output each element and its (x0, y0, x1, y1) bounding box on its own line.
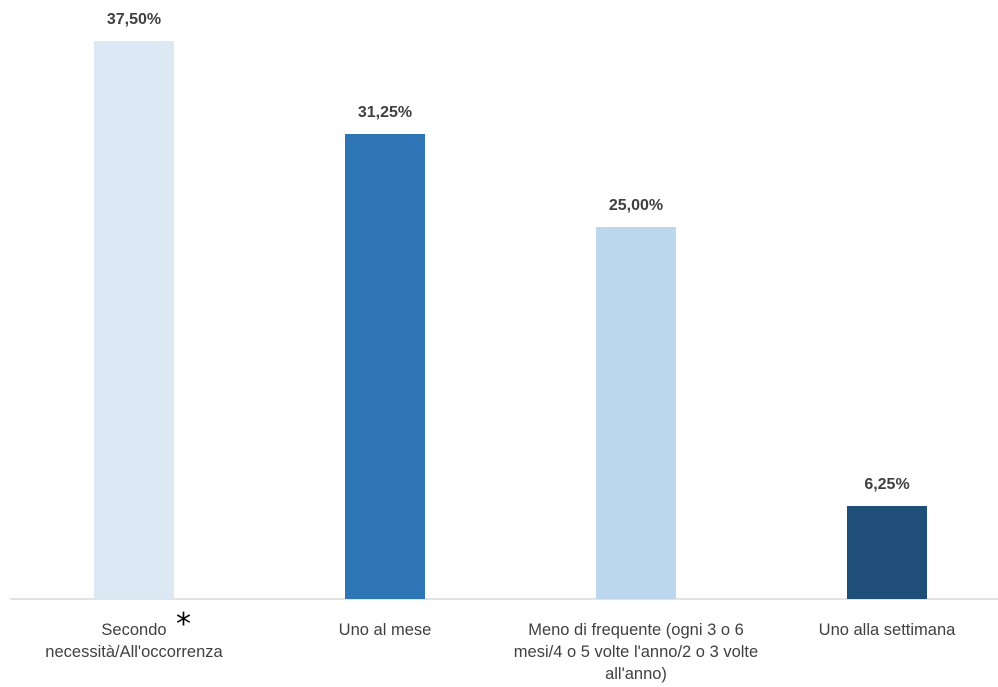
bar (847, 506, 927, 599)
category-label: Secondo necessità/All'occorrenza (45, 621, 223, 661)
bar (94, 41, 174, 599)
asterisk-annotation: * (176, 607, 191, 642)
category-label: Uno al mese (338, 621, 432, 639)
bar (596, 227, 676, 599)
data-label: 25,00% (609, 197, 663, 214)
category-label: Uno alla settimana (818, 621, 956, 639)
data-label: 31,25% (358, 104, 412, 121)
data-label: 6,25% (864, 476, 909, 493)
bar (345, 134, 425, 599)
data-label: 37,50% (107, 11, 161, 28)
category-label: Meno di frequente (ogni 3 o 6 mesi/4 o 5… (513, 621, 759, 683)
